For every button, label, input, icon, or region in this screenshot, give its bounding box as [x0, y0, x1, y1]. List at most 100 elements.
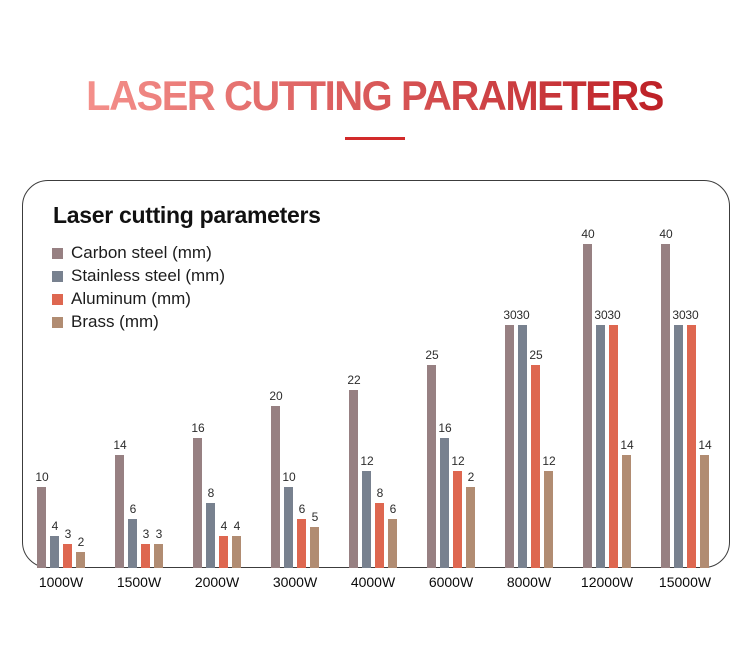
bar-value-label-carbon-steel-mm-2000w: 16	[191, 421, 205, 435]
bar-carbon-steel-mm-3000w	[271, 406, 280, 568]
bar-value-label-brass-mm-1000w: 2	[77, 535, 85, 549]
bar-aluminum-mm-3000w	[297, 519, 306, 568]
legend-item-aluminum-mm: Aluminum (mm)	[52, 289, 225, 309]
bar-aluminum-mm-6000w	[453, 471, 462, 568]
legend-item-stainless-steel-mm: Stainless steel (mm)	[52, 266, 225, 286]
bar-stainless-steel-mm-8000w	[518, 325, 527, 568]
x-axis-label-1500w: 1500W	[116, 574, 162, 590]
bar-brass-mm-1500w	[154, 544, 163, 568]
chart-title: Laser cutting parameters	[53, 202, 321, 228]
bar-brass-mm-6000w	[466, 487, 475, 568]
bar-stainless-steel-mm-12000w	[596, 325, 605, 568]
x-axis-label-3000w: 3000W	[272, 574, 318, 590]
bar-value-label-carbon-steel-mm-1000w: 10	[35, 470, 49, 484]
bar-brass-mm-1000w	[76, 552, 85, 568]
bar-value-label-carbon-steel-mm-15000w: 40	[659, 227, 673, 241]
x-axis-label-4000w: 4000W	[350, 574, 396, 590]
bar-value-label-stainless-steel-mm-3000w: 10	[282, 470, 296, 484]
bar-aluminum-mm-1000w	[63, 544, 72, 568]
bar-value-label-carbon-steel-mm-12000w: 40	[581, 227, 595, 241]
legend-label: Aluminum (mm)	[71, 289, 191, 308]
bar-stainless-steel-mm-2000w	[206, 503, 215, 568]
bar-brass-mm-8000w	[544, 471, 553, 568]
bar-aluminum-mm-8000w	[531, 365, 540, 568]
x-axis-label-1000w: 1000W	[38, 574, 84, 590]
bar-value-label-carbon-steel-mm-6000w: 25	[425, 348, 439, 362]
bar-brass-mm-4000w	[388, 519, 397, 568]
bar-aluminum-mm-1500w	[141, 544, 150, 568]
legend-label: Stainless steel (mm)	[71, 266, 225, 285]
page-title-text: LASER CUTTING PARAMETERS	[86, 72, 665, 119]
bar-value-label-aluminum-mm-4000w: 8	[376, 486, 384, 500]
bar-value-label-aluminum-mm-12000w: 30	[607, 308, 621, 322]
x-axis-label-15000w: 15000W	[658, 574, 712, 590]
bar-brass-mm-3000w	[310, 527, 319, 568]
bar-stainless-steel-mm-1500w	[128, 519, 137, 568]
bar-value-label-stainless-steel-mm-2000w: 8	[207, 486, 215, 500]
bar-value-label-brass-mm-15000w: 14	[698, 438, 712, 452]
legend-item-carbon-steel-mm: Carbon steel (mm)	[52, 243, 225, 263]
bar-value-label-brass-mm-3000w: 5	[311, 510, 319, 524]
bar-carbon-steel-mm-1500w	[115, 455, 124, 568]
bar-carbon-steel-mm-8000w	[505, 325, 514, 568]
bar-value-label-aluminum-mm-1000w: 3	[64, 527, 72, 541]
bar-stainless-steel-mm-15000w	[674, 325, 683, 568]
bar-value-label-stainless-steel-mm-6000w: 16	[438, 421, 452, 435]
bar-value-label-stainless-steel-mm-15000w: 30	[672, 308, 686, 322]
bar-carbon-steel-mm-15000w	[661, 244, 670, 568]
bar-value-label-carbon-steel-mm-8000w: 30	[503, 308, 517, 322]
bar-value-label-brass-mm-1500w: 3	[155, 527, 163, 541]
x-axis-label-2000w: 2000W	[194, 574, 240, 590]
bar-value-label-aluminum-mm-6000w: 12	[451, 454, 465, 468]
bar-value-label-aluminum-mm-8000w: 25	[529, 348, 543, 362]
title-underline	[345, 137, 405, 140]
bar-value-label-brass-mm-8000w: 12	[542, 454, 556, 468]
bar-carbon-steel-mm-1000w	[37, 487, 46, 568]
bar-carbon-steel-mm-6000w	[427, 365, 436, 568]
bar-carbon-steel-mm-2000w	[193, 438, 202, 568]
bar-value-label-aluminum-mm-3000w: 6	[298, 502, 306, 516]
x-axis-label-8000w: 8000W	[506, 574, 552, 590]
bar-value-label-aluminum-mm-1500w: 3	[142, 527, 150, 541]
bar-value-label-brass-mm-12000w: 14	[620, 438, 634, 452]
legend-swatch-carbon-steel-mm	[52, 247, 63, 259]
bar-value-label-brass-mm-6000w: 2	[467, 470, 475, 484]
bar-carbon-steel-mm-12000w	[583, 244, 592, 568]
bar-value-label-aluminum-mm-15000w: 30	[685, 308, 699, 322]
bar-value-label-stainless-steel-mm-4000w: 12	[360, 454, 374, 468]
bar-carbon-steel-mm-4000w	[349, 390, 358, 568]
bar-value-label-carbon-steel-mm-3000w: 20	[269, 389, 283, 403]
bar-aluminum-mm-12000w	[609, 325, 618, 568]
bar-stainless-steel-mm-3000w	[284, 487, 293, 568]
bar-value-label-brass-mm-2000w: 4	[233, 519, 241, 533]
bar-aluminum-mm-15000w	[687, 325, 696, 568]
bar-value-label-stainless-steel-mm-1500w: 6	[129, 502, 137, 516]
legend-label: Carbon steel (mm)	[71, 243, 212, 262]
bar-aluminum-mm-2000w	[219, 536, 228, 568]
bar-stainless-steel-mm-6000w	[440, 438, 449, 568]
bar-value-label-carbon-steel-mm-1500w: 14	[113, 438, 127, 452]
legend-swatch-aluminum-mm	[52, 293, 63, 305]
bar-value-label-stainless-steel-mm-8000w: 30	[516, 308, 530, 322]
bar-value-label-carbon-steel-mm-4000w: 22	[347, 373, 361, 387]
bar-brass-mm-2000w	[232, 536, 241, 568]
x-axis-label-6000w: 6000W	[428, 574, 474, 590]
bar-stainless-steel-mm-4000w	[362, 471, 371, 568]
page-title: LASER CUTTING PARAMETERS	[0, 72, 750, 120]
bar-value-label-stainless-steel-mm-1000w: 4	[51, 519, 59, 533]
bar-aluminum-mm-4000w	[375, 503, 384, 568]
chart-legend: Carbon steel (mm) Stainless steel (mm) Alu…	[52, 243, 225, 335]
legend-swatch-brass-mm	[52, 316, 63, 328]
bar-value-label-stainless-steel-mm-12000w: 30	[594, 308, 608, 322]
legend-item-brass-mm: Brass (mm)	[52, 312, 225, 332]
bar-stainless-steel-mm-1000w	[50, 536, 59, 568]
legend-label: Brass (mm)	[71, 312, 159, 331]
bar-brass-mm-15000w	[700, 455, 709, 568]
x-axis-label-12000w: 12000W	[580, 574, 634, 590]
bar-value-label-aluminum-mm-2000w: 4	[220, 519, 228, 533]
bar-brass-mm-12000w	[622, 455, 631, 568]
legend-swatch-stainless-steel-mm	[52, 270, 63, 282]
bar-value-label-brass-mm-4000w: 6	[389, 502, 397, 516]
